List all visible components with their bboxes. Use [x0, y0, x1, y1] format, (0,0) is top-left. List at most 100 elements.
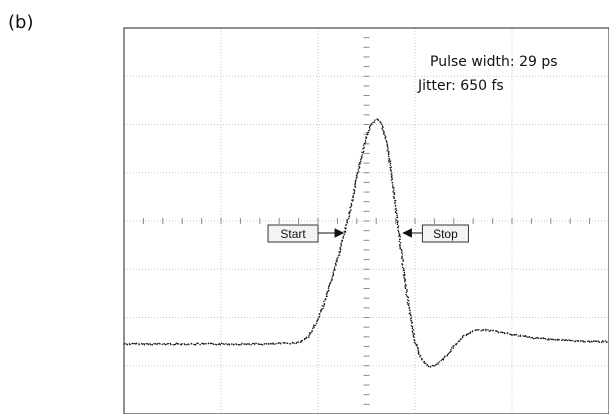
trace-point: [497, 330, 499, 333]
trace-point: [251, 342, 254, 345]
trace-point: [597, 340, 600, 342]
trace-point: [409, 309, 411, 312]
trace-point: [353, 188, 355, 191]
trace-point: [141, 343, 143, 345]
trace-point: [396, 223, 399, 226]
trace-point: [476, 329, 479, 331]
trace-point: [318, 313, 321, 315]
trace-point: [362, 150, 365, 153]
trace-point: [394, 199, 397, 202]
stop-marker-arrow: [402, 228, 423, 238]
trace-point: [452, 347, 455, 349]
trace-point: [399, 245, 401, 247]
trace-point: [401, 264, 404, 266]
trace-point: [350, 202, 353, 205]
trace-point: [349, 206, 351, 209]
trace-point: [350, 209, 352, 211]
trace-point: [360, 158, 362, 160]
trace-point: [381, 123, 383, 126]
trace-point: [297, 341, 300, 343]
trace-point: [358, 163, 360, 165]
trace-point: [400, 248, 403, 251]
trace-point: [313, 326, 315, 329]
trace-point: [446, 354, 449, 356]
trace-point: [261, 343, 264, 346]
trace-point: [569, 339, 571, 342]
trace-point: [442, 357, 445, 360]
trace-point: [358, 166, 361, 169]
trace-point: [386, 141, 388, 143]
trace-point: [257, 343, 260, 345]
trace-point: [354, 185, 356, 188]
trace-point: [528, 336, 531, 338]
trace-point: [223, 343, 225, 345]
trace-point: [324, 298, 327, 300]
trace-point: [235, 343, 238, 346]
trace-point: [506, 332, 509, 334]
trace-point: [398, 232, 400, 234]
trace-point: [396, 214, 398, 217]
trace-point: [480, 329, 482, 332]
trace-point: [364, 141, 367, 143]
stop-marker-label: Stop: [433, 227, 458, 241]
trace-point: [389, 164, 392, 166]
trace-point: [328, 284, 331, 287]
trace-point: [562, 338, 564, 341]
trace-point: [317, 317, 319, 320]
trace-point: [425, 362, 427, 365]
trace-point: [355, 177, 358, 179]
trace-point: [219, 343, 222, 346]
trace-point: [404, 283, 407, 285]
trace-point: [358, 161, 361, 164]
trace-point: [408, 307, 411, 309]
trace-point: [548, 339, 550, 341]
trace-point: [331, 279, 334, 281]
trace-point: [389, 166, 391, 169]
trace-point: [383, 133, 385, 135]
trace-point: [412, 334, 414, 336]
trace-point: [561, 339, 563, 342]
trace-point: [397, 230, 400, 233]
trace-point: [471, 330, 474, 333]
trace-point: [416, 344, 418, 346]
trace-point: [478, 329, 480, 331]
trace-point: [399, 242, 402, 244]
trace-point: [426, 363, 429, 366]
trace-point: [391, 177, 393, 179]
trace-point: [391, 172, 393, 174]
trace-point: [358, 171, 360, 173]
trace-point: [411, 330, 414, 333]
trace-point: [535, 336, 538, 339]
trace-point: [340, 242, 342, 245]
trace-point: [322, 307, 324, 310]
trace-point: [279, 342, 281, 344]
trace-point: [606, 341, 608, 343]
trace-point: [360, 160, 362, 163]
trace-point: [404, 280, 406, 283]
trace-point: [406, 295, 408, 297]
trace-point: [577, 340, 580, 342]
trace-point: [391, 185, 394, 188]
trace-point: [132, 342, 134, 345]
trace-point: [582, 340, 584, 342]
trace-point: [138, 343, 140, 345]
trace-point: [296, 341, 298, 344]
trace-point: [389, 160, 392, 162]
trace-point: [161, 343, 164, 346]
trace-point: [581, 340, 583, 342]
trace-point: [311, 331, 313, 333]
trace-point: [401, 253, 404, 255]
trace-point: [277, 342, 280, 344]
trace-point: [390, 179, 393, 182]
trace-point: [398, 240, 400, 243]
trace-point: [565, 339, 567, 341]
trace-point: [410, 315, 412, 317]
trace-point: [407, 303, 409, 305]
trace-point: [589, 341, 591, 343]
trace-point: [572, 339, 574, 342]
trace-point: [463, 334, 465, 337]
trace-point: [525, 335, 527, 338]
trace-point: [527, 336, 529, 338]
trace-point: [159, 343, 161, 345]
trace-point: [336, 258, 338, 260]
